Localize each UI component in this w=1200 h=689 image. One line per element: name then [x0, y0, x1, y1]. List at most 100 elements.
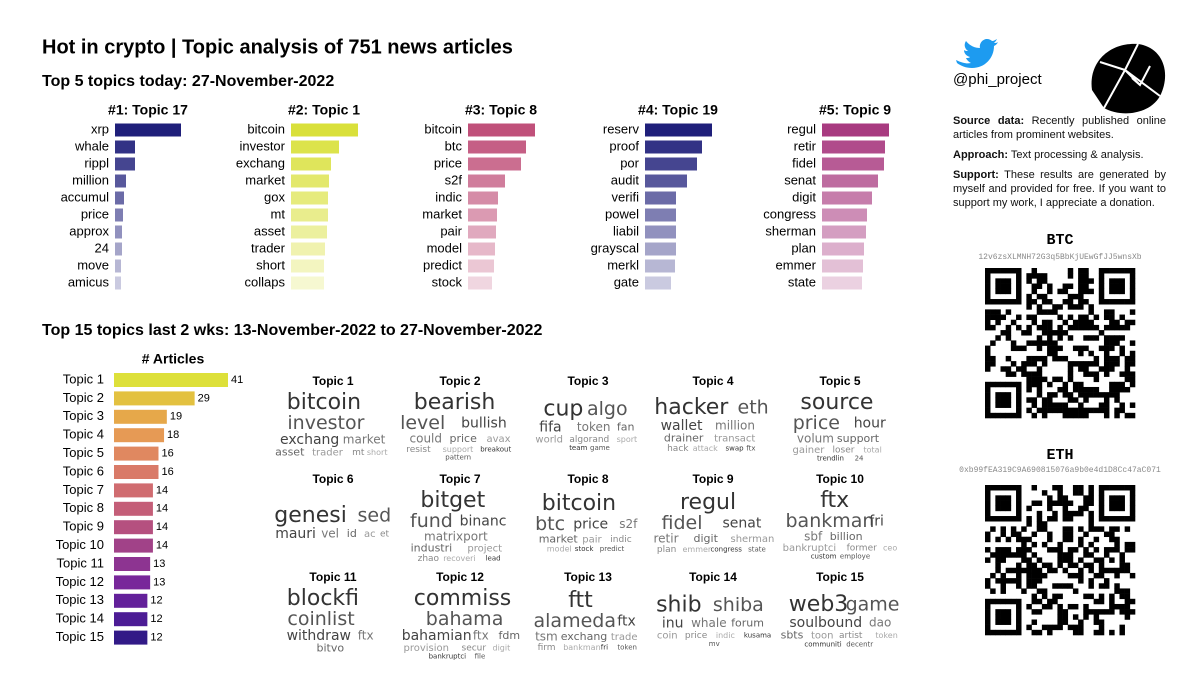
qr-module [985, 283, 991, 289]
value-label: 14 [156, 484, 168, 496]
qr-module [1083, 562, 1089, 569]
qr-module [1031, 593, 1038, 600]
qr-module [1052, 309, 1058, 315]
qr-module [1072, 345, 1079, 352]
qr-module [1103, 531, 1110, 538]
word-label: short [256, 257, 285, 272]
qr-module [995, 278, 1001, 284]
qr-module [985, 485, 991, 491]
qr-module [1124, 526, 1131, 532]
qr-module [1005, 598, 1012, 605]
qr-module [990, 355, 996, 362]
bar [822, 259, 863, 273]
qr-module [1072, 304, 1079, 310]
qr-module [1114, 268, 1120, 274]
qr-module [1129, 319, 1136, 326]
qr-module [1103, 392, 1110, 398]
qr-module [990, 340, 996, 346]
qr-module [1026, 536, 1032, 543]
qr-module [1052, 350, 1058, 357]
qr-module [1083, 593, 1089, 600]
bar [468, 123, 535, 137]
qr-module [1062, 319, 1069, 326]
qr-module [1016, 386, 1022, 393]
qr-module [1057, 485, 1063, 491]
qr-module [990, 381, 996, 388]
qr-module [1010, 319, 1017, 326]
cloud-word: alameda [534, 610, 616, 632]
qr-module [1031, 572, 1038, 579]
qr-module [990, 309, 996, 315]
qr-module [1078, 402, 1084, 408]
qr-module [1041, 402, 1048, 408]
qr-module [995, 397, 1001, 403]
qr-module [1078, 505, 1084, 512]
cloud-word: investor [287, 412, 364, 434]
qr-module [1005, 547, 1012, 553]
qr-module [1047, 309, 1053, 315]
qr-module [1000, 629, 1006, 636]
qr-module [985, 273, 991, 279]
qr-module [1041, 324, 1048, 331]
qr-code [985, 268, 1136, 419]
word-label: amicus [68, 274, 110, 289]
qr-module [1036, 355, 1043, 362]
cloud-word: exchang [280, 432, 339, 448]
bar [645, 123, 712, 137]
qr-module [1078, 536, 1084, 543]
qr-module [1021, 567, 1027, 574]
value-label: 12 [150, 632, 162, 644]
qr-module [1098, 345, 1105, 352]
cloud-word: trader [312, 448, 344, 459]
qr-module [1072, 510, 1079, 517]
word-label: indic [435, 189, 462, 204]
qr-module [1103, 345, 1110, 352]
qr-module [1047, 345, 1053, 352]
cloud-word: artist [839, 631, 863, 641]
qr-module [985, 495, 991, 501]
qr-module [1083, 505, 1089, 512]
qr-module [1088, 278, 1094, 284]
cloud-word: ftx [473, 629, 489, 643]
word-label: gate [614, 274, 639, 289]
qr-module [1103, 335, 1110, 341]
word-label: bitcoin [424, 121, 462, 136]
qr-module [1036, 629, 1043, 636]
qr-module [1031, 376, 1038, 383]
qr-module [995, 314, 1001, 321]
note-label: Support: [953, 169, 999, 181]
qr-module [1098, 609, 1105, 615]
qr-module [985, 547, 991, 553]
qr-module [1078, 361, 1084, 367]
cloud-word: dao [869, 616, 891, 630]
qr-module [1005, 309, 1012, 315]
qr-module [1057, 609, 1063, 615]
qr-module [1016, 547, 1022, 553]
qr-module [1041, 412, 1048, 419]
qr-module [1109, 500, 1115, 506]
twitter-icon [956, 39, 998, 68]
cloud-word: swap [726, 445, 745, 453]
word-label: pair [440, 223, 462, 238]
cloud-title: Topic 2 [439, 374, 480, 388]
word-label: sherman [765, 223, 816, 238]
cloud-title: Topic 4 [692, 374, 733, 388]
qr-module [1000, 588, 1006, 594]
qr-module [1062, 355, 1069, 362]
word-label: mt [271, 206, 286, 221]
qr-module [1005, 335, 1012, 341]
qr-module [1114, 505, 1120, 512]
qr-module [1005, 330, 1012, 336]
qr-module [1129, 510, 1136, 517]
qr-module [985, 624, 991, 631]
qr-module [1047, 402, 1053, 408]
qr-module [1072, 412, 1079, 419]
bar [468, 225, 496, 239]
qr-module [1098, 516, 1105, 522]
logo [1091, 43, 1166, 114]
qr-module [985, 619, 991, 625]
qr-module [1026, 516, 1032, 522]
note: Support: These results are generated by … [953, 168, 1166, 210]
qr-module [1021, 557, 1027, 563]
